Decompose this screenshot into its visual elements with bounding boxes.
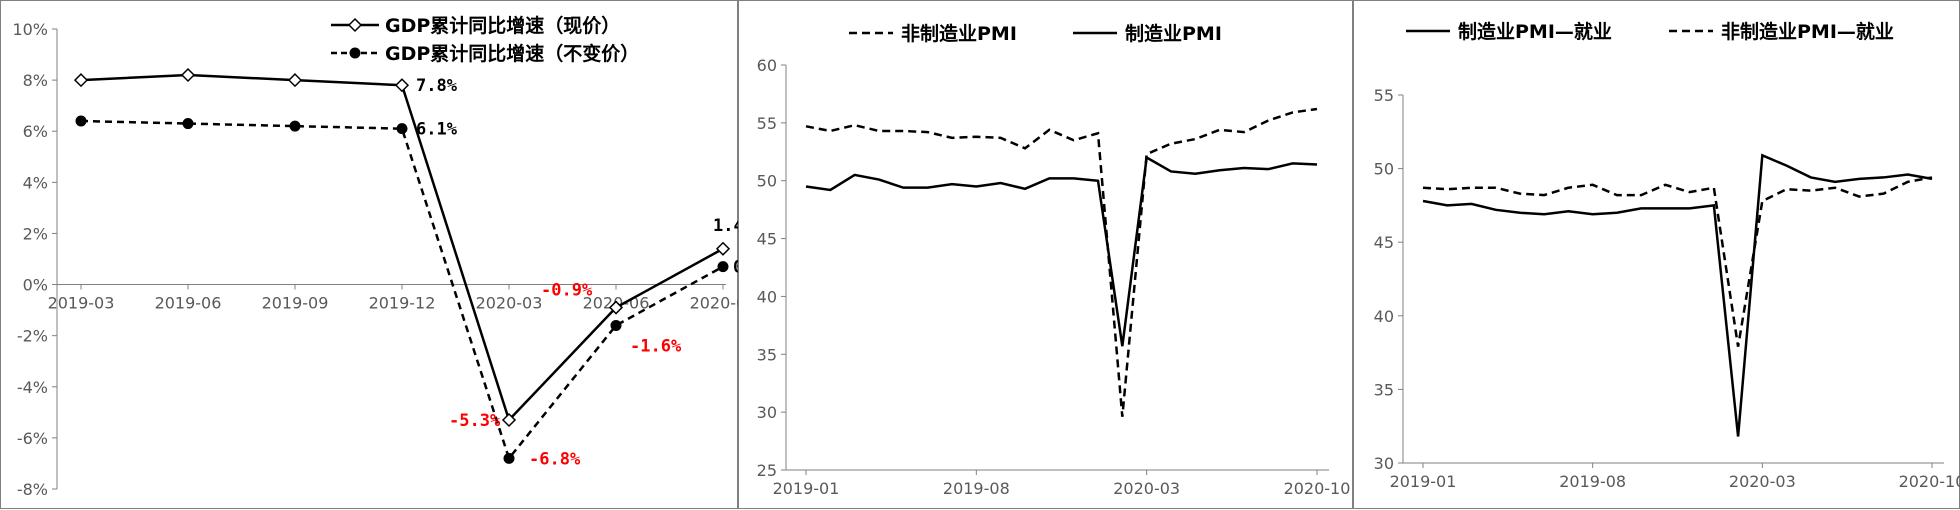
y-tick-label: -4% [17, 378, 48, 397]
x-tick-label: 2020-10 [1899, 472, 1960, 491]
y-tick-label: 4% [23, 173, 48, 192]
legend-label: GDP累计同比增速（现价） [385, 14, 620, 37]
pmi-chart-panel: 60 55 50 45 40 35 30 25 2019-01 2019-08 2020-03 202… [738, 0, 1353, 509]
y-tick-label: -6% [17, 429, 48, 448]
y-tick-label: 40 [757, 287, 777, 306]
x-tick-label: 2019-01 [773, 479, 840, 498]
data-point-diamond [715, 241, 731, 256]
legend-marker-diamond [347, 17, 363, 33]
legend-label: 非制造业PMI [901, 22, 1017, 45]
legend-label: GDP累计同比增速（不变价） [385, 42, 639, 65]
legend-marker-circle [349, 47, 361, 59]
y-tick-label: 6% [23, 122, 48, 141]
data-point-circle [75, 115, 87, 127]
series-line [805, 155, 1318, 347]
data-point-circle [289, 120, 301, 132]
data-label: -1.6% [630, 336, 682, 356]
x-tick-label: 2019-12 [369, 294, 436, 313]
y-tick-label: 30 [1374, 454, 1394, 473]
x-tick-label: 2019-08 [943, 479, 1010, 498]
series-line [805, 107, 1318, 417]
y-tick-label: 35 [757, 345, 777, 364]
y-tick-label: 25 [757, 461, 777, 480]
y-tick-label: 50 [757, 172, 777, 191]
legend-label: 非制造业PMI—就业 [1721, 20, 1894, 43]
y-tick-label: 45 [757, 230, 777, 249]
y-tick-label: 40 [1374, 307, 1394, 326]
x-tick-label: 2020-10 [1284, 479, 1351, 498]
x-tick-label: 2019-06 [155, 294, 222, 313]
pmi-employment-chart-panel: 55 50 45 40 35 30 2019-01 2019-08 2020-03 2020-10… [1353, 0, 1960, 509]
series-line [1422, 153, 1933, 437]
y-tick-label: 10% [12, 20, 48, 39]
y-tick-label: 2% [23, 224, 48, 243]
data-label: -6.8% [529, 449, 581, 469]
legend-label: 制造业PMI—就业 [1458, 20, 1612, 43]
data-point-diamond [287, 73, 303, 88]
y-tick-label: 0% [23, 276, 48, 295]
y-tick-label: 30 [757, 403, 777, 422]
x-tick-label: 2020-03 [476, 294, 543, 313]
y-tick-label: 8% [23, 71, 48, 90]
x-tick-label: 2019-09 [262, 294, 329, 313]
y-tick-label: -2% [17, 327, 48, 346]
data-point-circle [717, 261, 729, 273]
series-line-constant-price [80, 119, 724, 461]
data-label: -0.9% [541, 281, 593, 301]
data-point-circle [610, 319, 622, 331]
series-line [1422, 176, 1933, 347]
data-point-circle [182, 118, 194, 130]
y-tick-label: 55 [757, 114, 777, 133]
y-tick-label: 45 [1374, 233, 1394, 252]
x-tick-label: 2020-03 [1729, 472, 1796, 491]
data-label: 7.8% [416, 76, 458, 96]
y-tick-label: -8% [17, 480, 48, 499]
data-label: 6.1% [416, 120, 458, 140]
gdp-growth-chart-panel: 10% 8% 6% 4% 2% 0% -2% -4% -6% -8% 2019-03 2019-06 2… [0, 0, 775, 509]
y-tick-label: 55 [1374, 86, 1394, 105]
data-point-circle [396, 123, 408, 135]
legend-label: 制造业PMI [1125, 22, 1222, 45]
data-point-diamond [180, 67, 196, 83]
x-tick-label: 2019-03 [48, 294, 115, 313]
data-point-diamond [501, 412, 517, 428]
data-point-diamond [608, 300, 624, 315]
x-tick-label: 2020-03 [1113, 479, 1180, 498]
y-tick-label: 50 [1374, 160, 1394, 179]
data-point-diamond [73, 73, 89, 88]
y-tick-label: 60 [757, 56, 777, 75]
data-point-circle [503, 452, 515, 464]
gdp-growth-chart: 10% 8% 6% 4% 2% 0% -2% -4% -6% -8% 2019-03 2019-06 2… [12, 14, 774, 499]
x-tick-label: 2019-01 [1390, 472, 1457, 491]
data-point-diamond [394, 78, 410, 93]
x-tick-label: 2019-08 [1559, 472, 1626, 491]
data-label: -5.3% [449, 411, 501, 431]
y-tick-label: 35 [1374, 380, 1394, 399]
